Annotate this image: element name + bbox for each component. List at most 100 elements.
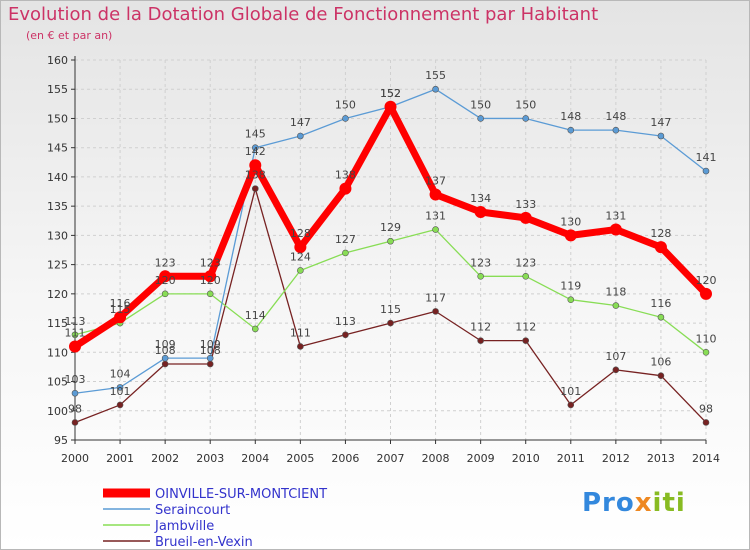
y-tick-label: 160 <box>47 54 68 67</box>
data-point <box>114 311 127 324</box>
data-label: 124 <box>290 250 311 263</box>
x-tick-label: 2007 <box>377 452 405 465</box>
x-tick-label: 2012 <box>602 452 630 465</box>
legend-label: Brueil-en-Vexin <box>155 535 253 550</box>
data-label: 112 <box>470 321 491 334</box>
data-point <box>161 290 169 298</box>
data-point <box>567 126 575 134</box>
data-point <box>429 188 442 201</box>
data-point <box>654 241 667 254</box>
data-point <box>657 132 665 140</box>
x-tick-label: 2010 <box>512 452 540 465</box>
data-point <box>477 337 484 344</box>
data-point <box>519 211 532 224</box>
data-label: 108 <box>200 344 221 357</box>
data-point <box>567 401 575 409</box>
data-label: 109 <box>200 338 221 351</box>
data-label: 138 <box>245 169 266 182</box>
data-label: 111 <box>290 326 311 339</box>
data-point <box>702 419 710 426</box>
data-label: 106 <box>650 356 671 369</box>
y-tick-label: 155 <box>47 83 68 96</box>
data-label: 116 <box>110 297 131 310</box>
data-label: 111 <box>65 326 86 339</box>
data-point <box>206 354 214 362</box>
data-label: 117 <box>425 291 446 304</box>
data-label: 101 <box>560 385 581 398</box>
data-label: 107 <box>605 350 626 363</box>
y-tick-label: 125 <box>47 259 68 272</box>
x-tick-label: 2008 <box>422 452 450 465</box>
data-point <box>249 159 262 172</box>
data-point <box>206 290 214 298</box>
data-label: 98 <box>68 402 82 415</box>
data-point <box>522 337 530 344</box>
x-tick-label: 2006 <box>331 452 359 465</box>
data-point <box>342 115 349 122</box>
data-labels: 111 116 123 123 142 128 138 152 137 134 133 130 131 1… <box>65 69 717 415</box>
data-label: 123 <box>155 256 176 269</box>
data-point <box>294 241 307 254</box>
data-label: 127 <box>335 233 356 246</box>
data-label: 123 <box>200 256 221 269</box>
data-label: 101 <box>110 385 131 398</box>
data-point <box>69 340 81 353</box>
legend-label: Jambville <box>154 519 214 534</box>
data-point <box>71 419 79 426</box>
data-label: 120 <box>155 274 176 287</box>
y-tick-label: 100 <box>47 405 68 418</box>
data-label: 104 <box>110 367 131 380</box>
data-point <box>522 115 530 122</box>
data-point <box>702 349 710 356</box>
data-label: 108 <box>155 344 176 357</box>
data-point <box>161 354 169 362</box>
data-point <box>432 85 439 93</box>
data-label: 148 <box>560 110 581 123</box>
series-lines <box>69 85 712 426</box>
data-point <box>297 267 304 274</box>
data-point <box>567 296 575 303</box>
data-label: 119 <box>560 280 581 293</box>
data-label: 152 <box>380 87 401 100</box>
y-tick-label: 140 <box>47 171 68 184</box>
x-tick-label: 2013 <box>647 452 675 465</box>
data-label: 131 <box>425 210 446 223</box>
y-tick-label: 150 <box>47 112 68 125</box>
x-tick-label: 2000 <box>61 452 89 465</box>
data-label: 130 <box>560 215 581 228</box>
data-point <box>477 273 484 280</box>
data-point <box>204 270 217 283</box>
x-tick-label: 2005 <box>286 452 314 465</box>
data-point <box>477 115 484 122</box>
data-label: 142 <box>245 145 266 158</box>
y-tick-label: 120 <box>47 288 68 301</box>
chart-title: Evolution de la Dotation Globale de Fonc… <box>8 4 599 25</box>
data-label: 150 <box>470 98 491 111</box>
data-label: 150 <box>515 98 536 111</box>
data-label: 114 <box>245 309 266 322</box>
y-tick-labels: 95 100 105 110 115 120 125 130 135 140 145 150 155 16… <box>47 54 68 447</box>
data-point <box>71 389 79 397</box>
x-tick-label: 2002 <box>151 452 179 465</box>
data-label: 103 <box>65 373 86 386</box>
y-tick-label: 130 <box>47 229 68 242</box>
data-point <box>522 273 530 280</box>
data-point <box>700 287 712 300</box>
data-point <box>612 302 620 309</box>
axes <box>71 56 707 444</box>
data-point <box>206 360 214 368</box>
x-tick-label: 2011 <box>557 452 585 465</box>
data-label: 120 <box>696 274 717 287</box>
proxiti-logo: Proxiti <box>582 488 686 518</box>
data-label: 123 <box>515 256 536 269</box>
y-tick-label: 95 <box>54 434 68 447</box>
data-point <box>71 331 79 339</box>
data-label: 113 <box>335 315 356 328</box>
x-tick-label: 2009 <box>467 452 495 465</box>
data-label: 115 <box>110 303 131 316</box>
data-point <box>342 331 349 339</box>
data-label: 110 <box>696 332 717 345</box>
data-point <box>251 144 259 151</box>
data-label: 134 <box>470 192 491 205</box>
